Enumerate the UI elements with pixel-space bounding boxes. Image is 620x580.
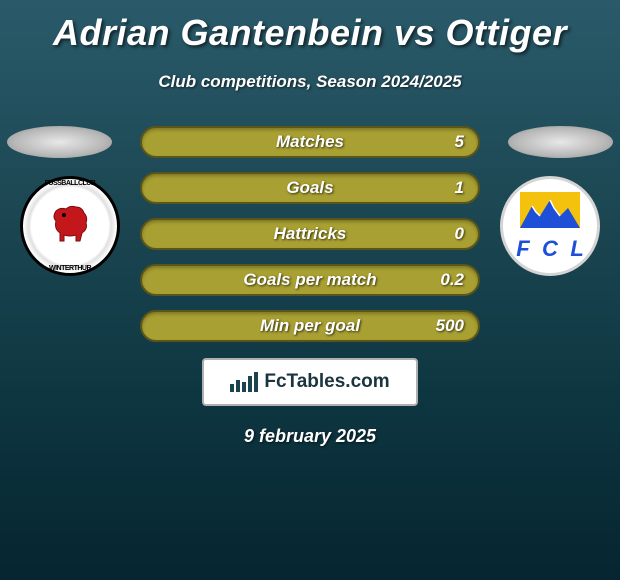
- mountain-icon: [510, 192, 590, 233]
- player-right-avatar-placeholder: [508, 126, 613, 158]
- stat-row: Goals 1: [140, 172, 480, 204]
- stat-row: Min per goal 500: [140, 310, 480, 342]
- date: 9 february 2025: [0, 426, 620, 447]
- club-badge-winterthur: FUSSBALLCLUB WINTERTHUR: [20, 176, 120, 276]
- stat-label: Goals per match: [243, 270, 376, 290]
- stat-label: Min per goal: [260, 316, 360, 336]
- badge-text-top: FUSSBALLCLUB: [40, 180, 100, 187]
- club-badge-luzern: F C L: [500, 176, 600, 276]
- stat-value-right: 0.2: [440, 270, 464, 290]
- stat-label: Goals: [286, 178, 333, 198]
- stat-row: Hattricks 0: [140, 218, 480, 250]
- stat-label: Hattricks: [274, 224, 347, 244]
- stat-row: Goals per match 0.2: [140, 264, 480, 296]
- subtitle: Club competitions, Season 2024/2025: [0, 72, 620, 92]
- stat-value-right: 5: [455, 132, 464, 152]
- badge-letter-f: F: [516, 236, 529, 262]
- stat-row: Matches 5: [140, 126, 480, 158]
- badge-letter-l: L: [570, 236, 583, 262]
- stat-value-right: 500: [436, 316, 464, 336]
- brand-box[interactable]: FcTables.com: [202, 358, 418, 406]
- lion-icon: [46, 199, 94, 254]
- brand-text: FcTables.com: [264, 371, 389, 393]
- bar-chart-icon: [230, 372, 258, 392]
- stat-value-right: 1: [455, 178, 464, 198]
- badge-text-bottom: WINTERTHUR: [40, 265, 100, 272]
- badge-letter-c: C: [542, 236, 558, 262]
- stat-bars: Matches 5 Goals 1 Hattricks 0 Goals per …: [140, 126, 480, 342]
- player-left-avatar-placeholder: [7, 126, 112, 158]
- stat-label: Matches: [276, 132, 344, 152]
- stat-value-right: 0: [455, 224, 464, 244]
- page-title: Adrian Gantenbein vs Ottiger: [0, 0, 620, 54]
- comparison-content: FUSSBALLCLUB WINTERTHUR F C: [0, 126, 620, 447]
